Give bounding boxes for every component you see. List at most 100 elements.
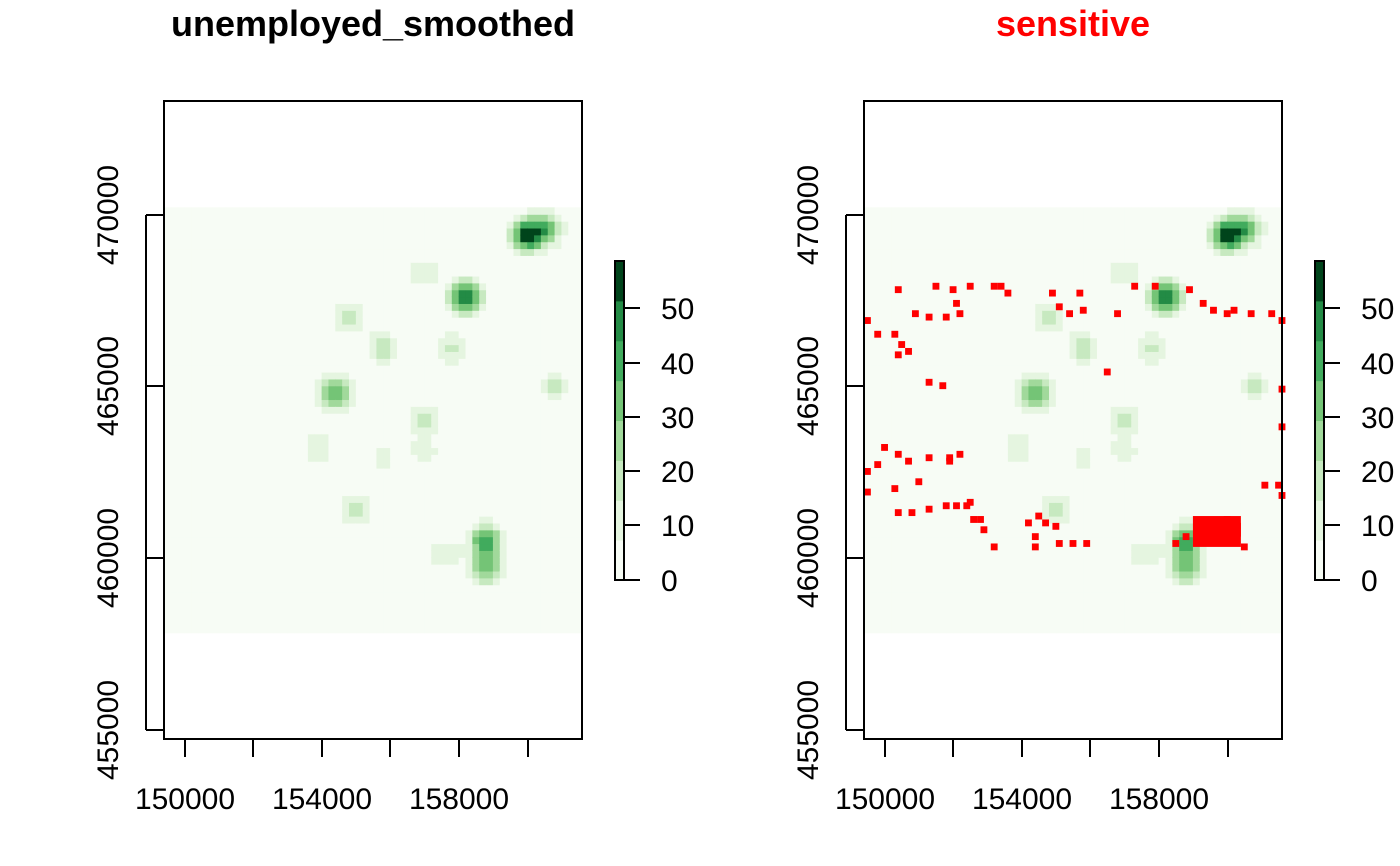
raster-cell <box>891 241 899 250</box>
raster-cell <box>575 337 583 346</box>
raster-cell <box>973 371 982 380</box>
raster-cell <box>396 241 405 250</box>
raster-cell <box>911 550 920 558</box>
raster-cell <box>451 557 460 565</box>
raster-cell <box>383 495 391 503</box>
raster-cell <box>321 282 330 291</box>
raster-cell <box>465 522 473 531</box>
raster-cell <box>966 625 975 634</box>
raster-cell <box>376 447 384 455</box>
raster-cell <box>355 214 364 222</box>
raster-cell <box>369 577 378 586</box>
raster-cell <box>164 522 172 531</box>
raster-cell <box>575 591 583 599</box>
raster-cell <box>864 399 872 407</box>
raster-cell <box>376 543 384 551</box>
raster-cell <box>170 262 179 270</box>
raster-cell <box>492 516 501 524</box>
raster-cell <box>973 413 982 421</box>
raster-cell <box>355 234 364 243</box>
raster-cell <box>170 392 179 401</box>
raster-cell <box>424 330 432 339</box>
raster-cell <box>390 296 398 304</box>
raster-cell <box>396 330 405 339</box>
raster-cell <box>966 248 975 256</box>
raster-cell <box>191 227 199 236</box>
raster-cell <box>225 221 234 229</box>
raster-cell <box>417 221 425 229</box>
raster-cell <box>218 584 227 593</box>
raster-cell <box>540 282 549 291</box>
raster-cell <box>918 557 927 565</box>
raster-cell <box>321 488 330 497</box>
map-panel-sensitive: sensitive 150000 154000 158000 455000 46… <box>792 3 1394 816</box>
raster-cell <box>479 323 487 332</box>
raster-cell <box>898 618 906 627</box>
raster-cell <box>362 289 371 298</box>
raster-cell <box>362 371 371 380</box>
raster-cell <box>218 625 227 634</box>
raster-cell <box>864 605 872 613</box>
raster-cell <box>547 474 556 483</box>
raster-cell <box>287 557 295 565</box>
raster-cell <box>321 296 330 304</box>
raster-cell <box>307 447 316 455</box>
raster-cell <box>259 371 268 380</box>
raster-cell <box>540 227 549 236</box>
raster-cell <box>335 625 343 634</box>
x-tick-label: 150000 <box>135 783 235 816</box>
raster-cell <box>431 426 439 435</box>
raster-cell <box>273 625 282 634</box>
raster-cell <box>953 262 961 270</box>
raster-cell <box>218 543 227 551</box>
raster-cell <box>864 440 872 449</box>
raster-cell <box>438 234 446 243</box>
raster-cell <box>513 612 521 620</box>
raster-cell <box>492 612 501 620</box>
raster-cell <box>403 598 412 606</box>
raster-cell <box>266 584 275 593</box>
raster-cell <box>966 392 975 401</box>
raster-cell <box>177 310 186 318</box>
raster-cell <box>939 481 947 490</box>
raster-cell <box>198 420 206 428</box>
raster-cell <box>506 612 515 620</box>
raster-cell <box>321 269 330 277</box>
raster-cell <box>191 440 199 449</box>
raster-cell <box>211 543 220 551</box>
raster-cell <box>184 323 193 332</box>
raster-cell <box>465 529 473 538</box>
raster-cell <box>321 385 330 394</box>
raster-cell <box>314 474 323 483</box>
raster-cell <box>280 543 288 551</box>
raster-cell <box>431 282 439 291</box>
raster-cell <box>239 221 247 229</box>
raster-cell <box>451 516 460 524</box>
raster-cell <box>492 625 501 634</box>
raster-cell <box>266 426 275 435</box>
raster-cell <box>472 378 480 387</box>
raster-cell <box>266 303 275 311</box>
raster-cell <box>184 378 193 387</box>
raster-cell <box>891 296 899 304</box>
raster-cell <box>918 598 927 606</box>
raster-cell <box>499 474 508 483</box>
raster-cell <box>898 426 906 435</box>
raster-cell <box>465 454 473 462</box>
raster-cell <box>891 488 899 497</box>
raster-cell <box>321 310 330 318</box>
raster-cell <box>266 337 275 346</box>
raster-cell <box>335 618 343 627</box>
raster-cell <box>966 570 975 579</box>
raster-cell <box>953 577 961 586</box>
raster-cell <box>905 310 913 318</box>
raster-cell <box>973 447 982 455</box>
raster-cell <box>946 577 954 586</box>
raster-cell <box>239 474 247 483</box>
raster-cell <box>486 282 494 291</box>
raster-cell <box>451 323 460 332</box>
raster-cell <box>362 234 371 243</box>
raster-cell <box>431 221 439 229</box>
raster-cell <box>205 598 213 606</box>
raster-cell <box>932 234 940 243</box>
